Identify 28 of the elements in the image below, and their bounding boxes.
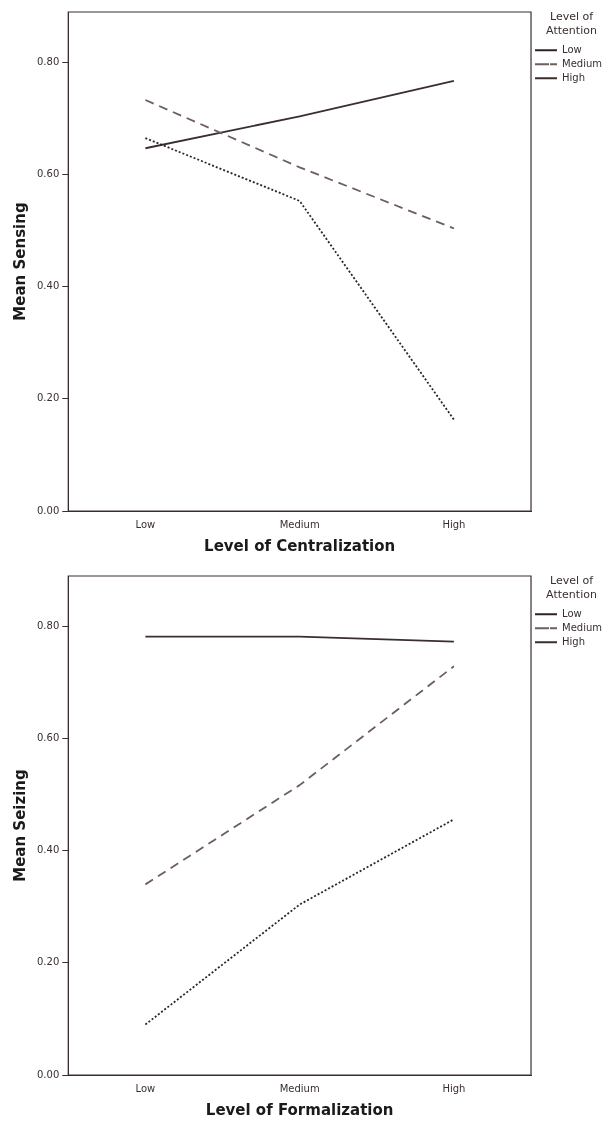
y-tick-label: 0.20 [37, 956, 60, 968]
x-tick-label: Low [135, 1082, 156, 1094]
legend-label: Medium [562, 621, 603, 633]
y-tick-label: 0.00 [37, 504, 60, 516]
x-tick-label: Medium [279, 1082, 320, 1094]
y-tick-label: 0.60 [37, 732, 60, 744]
x-tick-label: High [442, 1082, 466, 1094]
y-tick-label: 0.40 [37, 844, 60, 856]
x-tick-label: Medium [279, 518, 320, 530]
x-tick-label: Low [135, 518, 156, 530]
y-tick-label: 0.00 [37, 1068, 60, 1080]
y-tick-label: 0.40 [37, 280, 60, 292]
legend-label: Medium [562, 57, 603, 69]
legend-label: High [562, 635, 585, 647]
x-tick-label: High [442, 518, 466, 530]
y-tick-label: 0.60 [37, 168, 60, 180]
legend-title: Level of Attention [546, 10, 597, 37]
y-tick-label: 0.80 [37, 620, 60, 632]
x-axis-title: Level of Formalization [205, 1100, 394, 1119]
y-tick-label: 0.20 [37, 392, 60, 404]
legend-label: Low [562, 607, 582, 619]
y-tick-label: 0.80 [37, 56, 60, 68]
legend-label: Low [562, 43, 582, 55]
x-axis-title: Level of Centralization [204, 536, 396, 555]
y-axis-title: Mean Sensing [10, 202, 29, 321]
legend-title: Level of Attention [546, 574, 597, 601]
legend-label: High [562, 71, 585, 83]
y-axis-title: Mean Seizing [10, 769, 29, 882]
